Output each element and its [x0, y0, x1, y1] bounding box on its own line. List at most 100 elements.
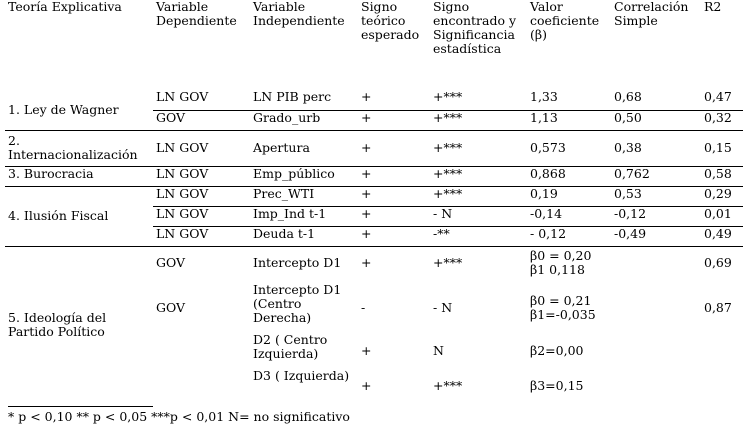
- table-row: LN GOV Deuda t-1 + -** - 0,12 -0,49 0,49: [5, 226, 743, 247]
- table-row: 2. Internacionalización LN GOV Apertura …: [5, 130, 743, 167]
- coef-cell: β0 = 0,20 β1 0,118: [530, 247, 592, 277]
- dependent-cell: GOV: [156, 254, 186, 270]
- coef-cell: 0,19: [527, 186, 611, 207]
- expected-cell: +: [358, 90, 430, 111]
- expected-cell: +: [358, 186, 430, 207]
- corr-cell: [611, 283, 701, 333]
- dependent-cell: LN GOV: [153, 90, 250, 111]
- found-cell: +***: [430, 130, 527, 167]
- coef-cell: 0,868: [527, 166, 611, 187]
- dependent-cell: GOV: [156, 300, 186, 315]
- independent-cell: D2 ( Centro Izquierda): [253, 332, 328, 361]
- r2-cell: 0,69: [704, 254, 732, 270]
- header-row: Teoría Explicativa Variable Dependiente …: [5, 0, 743, 90]
- dependent-cell: LN GOV: [153, 166, 250, 187]
- table-row: 3. Burocracia LN GOV Emp_público + +*** …: [5, 166, 743, 187]
- header-independent: Variable Independiente: [253, 0, 345, 28]
- found-cell: +***: [430, 90, 527, 111]
- r2-cell: 0,15: [701, 130, 743, 167]
- independent-cell: Emp_público: [250, 166, 358, 187]
- independent-cell: Imp_Ind t-1: [250, 206, 358, 227]
- dependent-cell: [153, 333, 250, 369]
- header-coefficient: Valor coeficiente (β): [530, 0, 600, 42]
- coef-cell: - 0,12: [527, 226, 611, 247]
- table-row: 4. Ilusión Fiscal LN GOV Prec_WTI + +***…: [5, 186, 743, 247]
- found-cell: +***: [430, 186, 527, 207]
- coef-cell: β2=0,00: [530, 343, 584, 358]
- coef-cell: 0,573: [527, 130, 611, 167]
- corr-cell: 0,38: [611, 130, 701, 167]
- table-row: D3 ( Izquierda) + +*** β3=0,15: [5, 369, 743, 403]
- expected-cell: +: [361, 254, 372, 270]
- expected-cell: +: [358, 226, 430, 247]
- found-cell: +***: [433, 254, 463, 270]
- theory-cell: 1. Ley de Wagner: [5, 90, 153, 131]
- expected-cell: -: [361, 300, 366, 315]
- independent-cell: Intercepto D1 (Centro Derecha): [253, 282, 342, 325]
- dependent-cell: LN GOV: [153, 186, 250, 207]
- found-cell: - N: [430, 206, 527, 227]
- found-cell: - N: [433, 300, 453, 315]
- independent-cell: D3 ( Izquierda): [253, 368, 350, 383]
- corr-cell: [611, 246, 701, 283]
- corr-cell: 0,53: [611, 186, 701, 207]
- table-row: GOV Intercepto D1 (Centro Derecha) - - N…: [5, 283, 743, 333]
- corr-cell: 0,762: [611, 166, 701, 187]
- found-cell: +***: [433, 378, 463, 393]
- expected-cell: +: [358, 130, 430, 167]
- r2-cell: 0,29: [701, 186, 743, 207]
- dependent-cell: LN GOV: [153, 226, 250, 247]
- dependent-cell: GOV: [153, 110, 250, 131]
- r2-cell: 0,47: [701, 90, 743, 111]
- r2-cell: [701, 369, 743, 403]
- header-dependent: Variable Dependiente: [156, 0, 237, 28]
- found-cell: N: [433, 343, 444, 358]
- found-cell: -**: [430, 226, 527, 247]
- r2-cell: 0,87: [704, 300, 732, 315]
- found-cell: +***: [430, 110, 527, 131]
- coef-cell: β0 = 0,21 β1=-0,035: [530, 293, 596, 322]
- expected-cell: +: [361, 343, 372, 358]
- header-correlation: Correlación Simple: [614, 0, 689, 28]
- table-row: 1. Ley de Wagner LN GOV LN PIB perc + +*…: [5, 90, 743, 131]
- independent-cell: Apertura: [250, 130, 358, 167]
- theory-cell: 2. Internacionalización: [5, 130, 153, 167]
- dependent-cell: LN GOV: [153, 206, 250, 227]
- coef-cell: 1,33: [527, 90, 611, 111]
- table-row: LN GOV Imp_Ind t-1 + - N -0,14 -0,12 0,0…: [5, 206, 743, 227]
- header-found-sign: Signo encontrado y Significancia estadís…: [433, 0, 517, 56]
- corr-cell: -0,12: [611, 206, 701, 227]
- coef-cell: 1,13: [527, 110, 611, 131]
- corr-cell: [611, 369, 701, 403]
- corr-cell: 0,68: [611, 90, 701, 111]
- r2-cell: 0,01: [701, 206, 743, 227]
- regression-results-table: Teoría Explicativa Variable Dependiente …: [5, 0, 743, 403]
- header-r2: R2: [704, 0, 722, 14]
- independent-cell: Prec_WTI: [250, 186, 358, 207]
- header-expected-sign: Signo teórico esperado: [361, 0, 420, 42]
- corr-cell: [611, 333, 701, 369]
- theory-cell: 3. Burocracia: [5, 166, 153, 187]
- corr-cell: -0,49: [611, 226, 701, 247]
- found-cell: +***: [430, 166, 527, 187]
- independent-cell: Deuda t-1: [250, 226, 358, 247]
- r2-cell: 0,49: [701, 226, 743, 247]
- theory-cell: 5. Ideología del Partido Político: [8, 309, 107, 339]
- independent-cell: LN PIB perc: [250, 90, 358, 111]
- expected-cell: +: [361, 378, 372, 393]
- coef-cell: β3=0,15: [530, 378, 584, 393]
- dependent-cell: [153, 369, 250, 403]
- table-row: 5. Ideología del Partido Político GOV In…: [5, 246, 743, 338]
- table-row: GOV Grado_urb + +*** 1,13 0,50 0,32: [5, 110, 743, 131]
- expected-cell: +: [358, 166, 430, 187]
- header-theory: Teoría Explicativa: [8, 0, 122, 14]
- table-row: D2 ( Centro Izquierda) + N β2=0,00: [5, 333, 743, 369]
- r2-cell: [701, 333, 743, 369]
- footnote-rule: [8, 406, 153, 407]
- corr-cell: 0,50: [611, 110, 701, 131]
- expected-cell: +: [358, 206, 430, 227]
- independent-cell: Intercepto D1: [253, 254, 342, 270]
- expected-cell: +: [358, 110, 430, 131]
- theory-cell: 4. Ilusión Fiscal: [5, 186, 153, 247]
- dependent-cell: LN GOV: [153, 130, 250, 167]
